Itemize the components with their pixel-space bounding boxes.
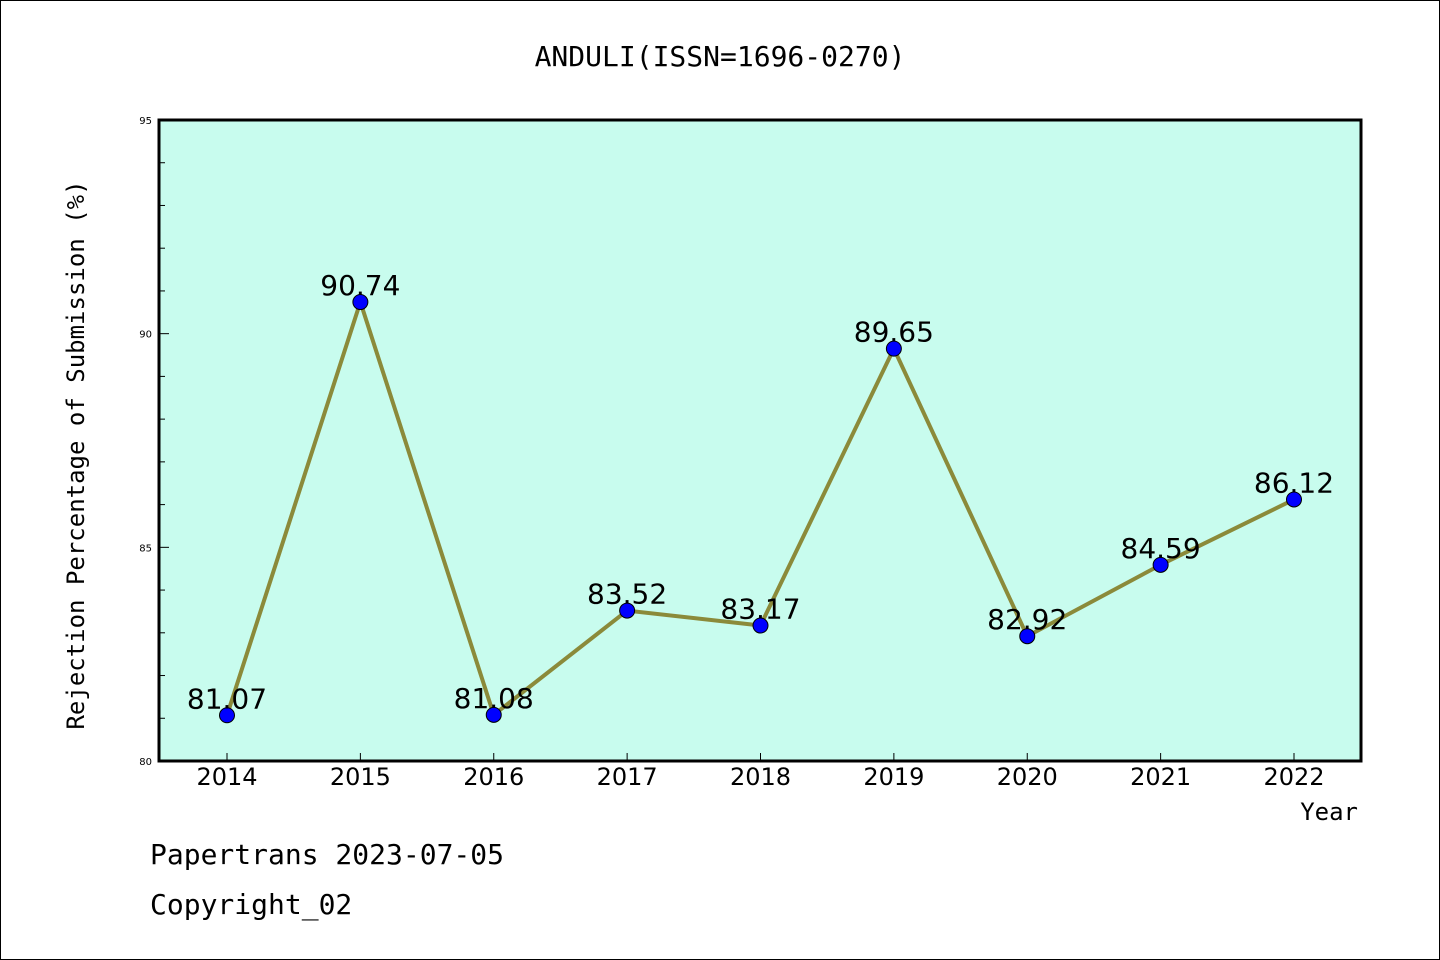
footer-date-text: Papertrans 2023-07-05: [150, 838, 504, 871]
data-point: [619, 602, 636, 619]
data-label: 81.07: [187, 682, 267, 715]
x-tick-label: 2020: [997, 763, 1058, 791]
x-tick-label: 2018: [730, 763, 791, 791]
data-point: [352, 294, 369, 311]
data-label: 83.52: [587, 578, 667, 611]
data-point: [1152, 556, 1169, 573]
footer-copyright-text: Copyright_02: [150, 888, 352, 922]
data-point: [752, 617, 769, 634]
data-label: 84.59: [1121, 532, 1201, 565]
data-label: 82.92: [987, 603, 1067, 636]
plot-border: [157, 118, 1363, 763]
data-point: [1019, 628, 1036, 645]
data-point: [1286, 491, 1302, 508]
y-tick-label: 85: [139, 543, 152, 554]
x-tick-label: 2014: [196, 763, 257, 791]
x-axis: 2014 2015 2016 2017 2018 2019 2020 2021 2022: [196, 753, 1325, 791]
data-label: 89.65: [854, 316, 934, 349]
data-labels: 81.07 90.74 81.08 83.52 83.17 89.65 82.92 84.59…: [187, 269, 1334, 715]
x-tick-label: 2017: [597, 763, 658, 791]
data-label: 83.17: [720, 593, 800, 626]
x-tick-label: 2015: [330, 763, 391, 791]
data-point: [485, 706, 502, 723]
y-tick-label: 90: [139, 330, 152, 341]
x-tick-label: 2022: [1263, 763, 1324, 791]
data-label: 81.08: [454, 682, 534, 715]
x-axis-label: Year: [1300, 798, 1358, 826]
data-label: 90.74: [320, 269, 400, 302]
chart-title: ANDULI(ISSN=1696-0270): [535, 40, 906, 73]
data-point: [885, 340, 902, 357]
plot-area: [159, 120, 1361, 761]
data-label: 86.12: [1254, 466, 1334, 499]
y-axis-label: Rejection Percentage of Submission (%): [62, 180, 90, 729]
data-points: [219, 294, 1302, 724]
x-tick-label: 2021: [1130, 763, 1191, 791]
data-point: [219, 707, 235, 724]
y-tick-label: 95: [139, 116, 152, 127]
x-tick-label: 2019: [863, 763, 924, 791]
x-tick-label: 2016: [463, 763, 524, 791]
y-tick-label: 80: [139, 757, 152, 768]
